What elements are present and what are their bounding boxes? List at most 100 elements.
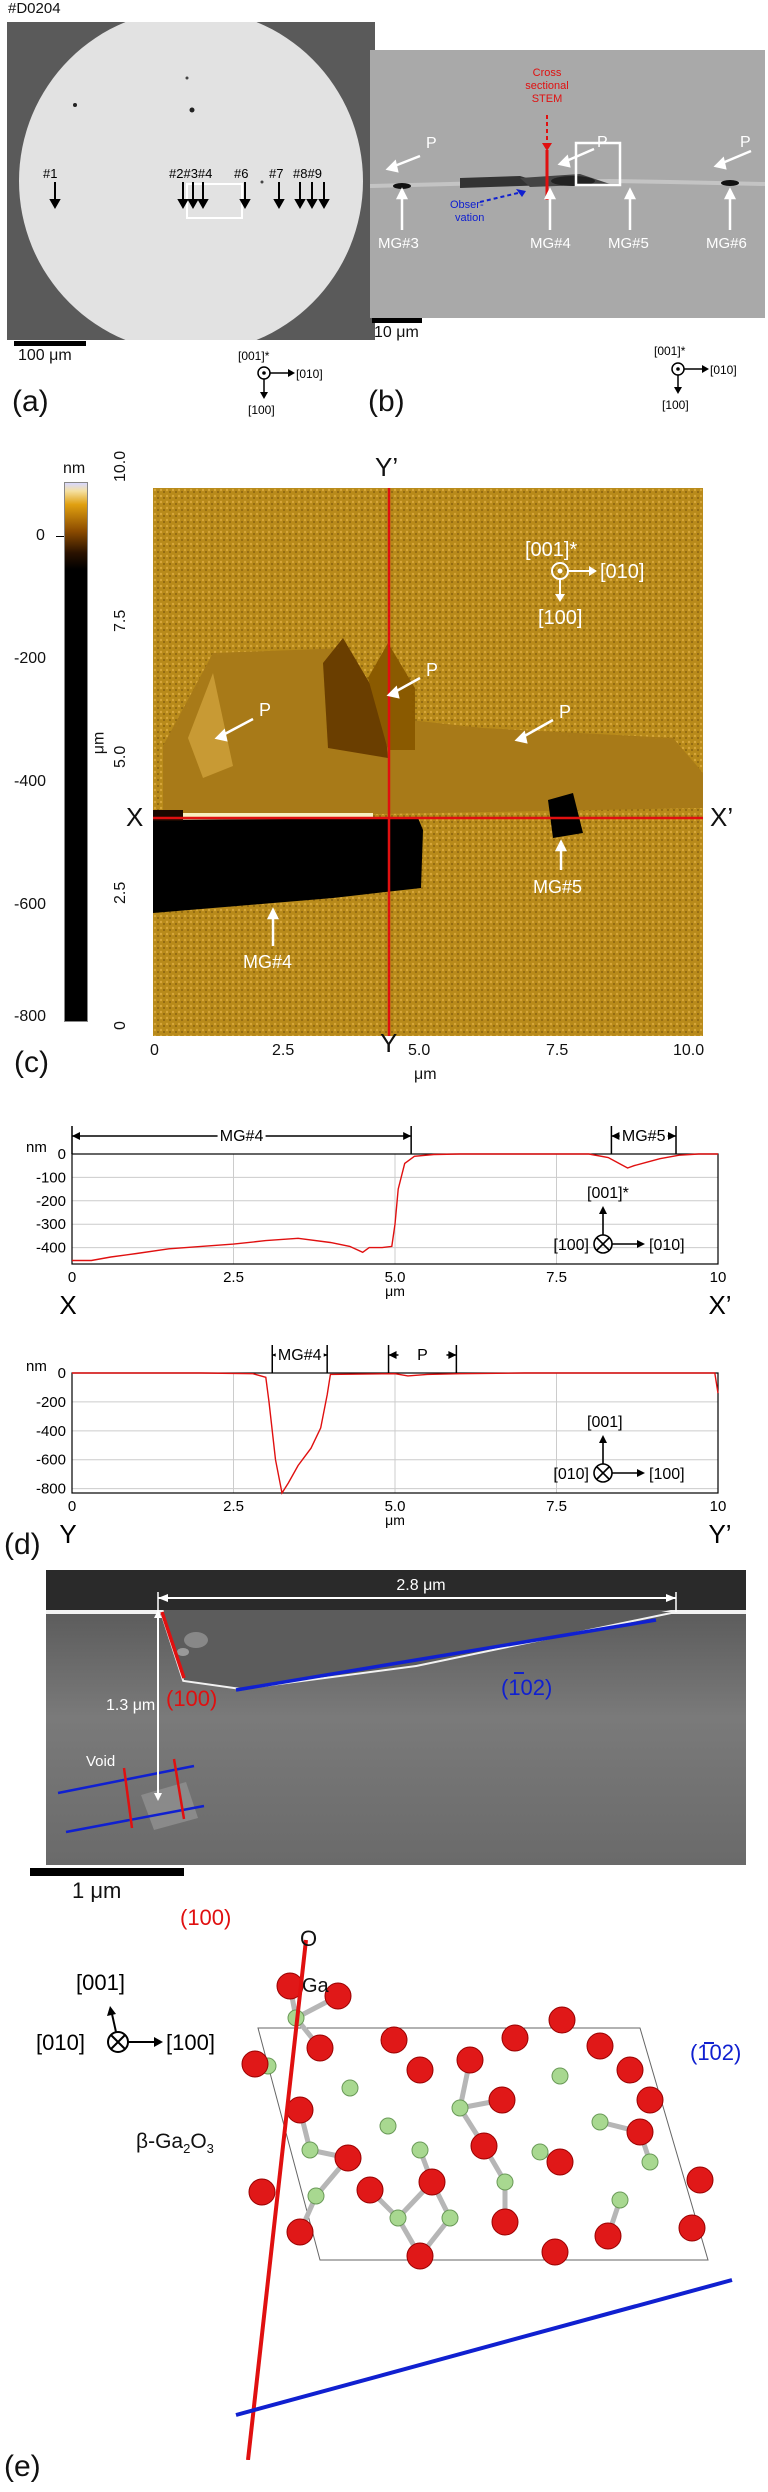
profile-chart-y: 0 2.5 5.0 7.5 10 0 -200 -400 -600 -800 nm μm Y Y’ MG#4…	[26, 1345, 732, 1549]
ga-atom	[496, 2173, 514, 2191]
label-p: P	[740, 134, 751, 151]
colorbar-tick-label: -600	[14, 896, 47, 913]
x-tick-label: 2.5	[223, 1498, 244, 1515]
sample-id: #D0204	[8, 0, 61, 17]
label-p: P	[426, 135, 437, 152]
panel-a: #D0204 #1 #2#3#4 #6 #7 #8#9 100 μm (a)	[0, 0, 380, 420]
depth-label: 1.3 μm	[106, 1697, 155, 1714]
colorbar-tick-label: -800	[14, 1008, 47, 1025]
o-atom	[418, 2168, 446, 2196]
o-atom	[286, 2218, 314, 2246]
panel-letter: (e)	[4, 2450, 41, 2483]
scale-bar-label: 100 μm	[18, 347, 72, 364]
y-tick: 0	[112, 1021, 129, 1030]
scale-bar-label: 10 μm	[374, 324, 419, 341]
o-atom	[501, 2024, 529, 2052]
annotation-label-bg	[217, 1126, 266, 1144]
y-tick: 7.5	[112, 609, 129, 632]
stem-label-1: Cross	[533, 67, 562, 79]
ga-atom	[307, 2187, 325, 2205]
defect-dot	[189, 107, 195, 113]
profile-chart-x: 0 2.5 5.0 7.5 10 0 -100 -200 -300 -400 nm μm X X’ MG#4…	[26, 1126, 732, 1320]
panel-c: nm 0 -200 -400 -600 -800 μm 10.0 7.5 5.0…	[0, 430, 768, 1090]
y-tick-label: -100	[36, 1169, 66, 1186]
ga-atom	[641, 2153, 659, 2171]
plane-100-label: (100)	[180, 1905, 232, 1930]
x-tick-label: 5.0	[385, 1269, 406, 1286]
x-axis-label: μm	[385, 1283, 405, 1299]
stem-image: 2.8 μm 1.3 μm (100) (102) Void	[46, 1570, 746, 1865]
o-atom	[324, 1982, 352, 2010]
o-atom	[456, 2046, 484, 2074]
o-atom	[470, 2132, 498, 2160]
axis-label-in: [010]	[553, 1466, 589, 1483]
stem-label-3: STEM	[532, 93, 563, 105]
y-tick: 5.0	[112, 745, 129, 768]
y-tick: 10.0	[112, 450, 129, 482]
o-atom	[626, 2118, 654, 2146]
o-atom	[406, 2242, 434, 2270]
x-tick: 7.5	[546, 1042, 569, 1059]
axis-label-in: [100]	[553, 1237, 589, 1254]
o-atom	[306, 2034, 334, 2062]
annotation-arrow	[668, 1132, 677, 1140]
label-p: P	[559, 702, 571, 722]
y-tick-label: -600	[36, 1452, 66, 1469]
panel-letter: (a)	[12, 385, 49, 418]
panel-b-image: Cross sectional STEM Obser- vation P P P…	[370, 50, 765, 318]
void-label: Void	[86, 1753, 115, 1770]
label-y-start: Y	[380, 1028, 398, 1058]
ga-atom	[441, 2209, 459, 2227]
profile-end-label: X’	[708, 1290, 731, 1320]
x-tick-label: 7.5	[546, 1498, 567, 1515]
svg-text:[100]: [100]	[662, 398, 689, 412]
svg-text:[001]*: [001]*	[654, 344, 686, 358]
plane-102-label: (102)	[501, 1675, 552, 1700]
o-atom	[488, 2086, 516, 2114]
marker-6: #6	[234, 166, 248, 181]
svg-text:[100]: [100]	[166, 2030, 215, 2055]
colorbar-tick-label: -200	[14, 650, 47, 667]
svg-text:[010]: [010]	[600, 561, 644, 583]
panel-a-image: #1 #2#3#4 #6 #7 #8#9	[7, 22, 375, 340]
x-tick-label: 2.5	[223, 1269, 244, 1286]
x-tick: 10.0	[673, 1042, 705, 1059]
ga-atom	[389, 2209, 407, 2227]
ga-atom	[451, 2099, 469, 2117]
ga-atom	[411, 2141, 429, 2159]
y-tick-label: -300	[36, 1216, 66, 1233]
o-atom	[356, 2176, 384, 2204]
y-tick-label: 0	[58, 1146, 66, 1163]
y-tick-label: -200	[36, 1193, 66, 1210]
axis-label-up: [001]*	[587, 1185, 629, 1202]
o-atom	[286, 2096, 314, 2124]
o-atom	[248, 2178, 276, 2206]
panel-e: 2.8 μm 1.3 μm (100) (102) Void 1 μm (100…	[0, 1570, 768, 2492]
label-mg6: MG#6	[706, 235, 747, 252]
ga-atom	[551, 2067, 569, 2085]
svg-text:[100]: [100]	[248, 403, 275, 417]
ga-atom	[341, 2079, 359, 2097]
ga-atom	[531, 2143, 549, 2161]
colorbar-tick-label: -400	[14, 773, 47, 790]
crystal-label: β-Ga2O3	[136, 2130, 214, 2157]
x-tick: 0	[150, 1042, 159, 1059]
label-p: P	[426, 660, 438, 680]
annotation-label-bg	[619, 1126, 668, 1144]
y-tick-label: -400	[36, 1240, 66, 1257]
y-tick-label: -200	[36, 1394, 66, 1411]
annotation-label: MG#4	[220, 1128, 264, 1145]
svg-text:[010]: [010]	[296, 367, 323, 381]
label-x-end: X’	[710, 802, 734, 832]
profile-start-label: Y	[59, 1519, 76, 1549]
o-atom	[686, 2166, 714, 2194]
label-p: P	[597, 134, 608, 151]
annotation-label: MG#5	[622, 1128, 666, 1145]
profile-line	[72, 1372, 719, 1495]
orientation-axes: [001]* [010] [100]	[654, 344, 737, 412]
x-tick: 2.5	[272, 1042, 295, 1059]
orientation-axes: [001]* [010] [100]	[238, 349, 323, 417]
axis-label-up: [001]	[587, 1414, 623, 1431]
y-tick-label: -400	[36, 1423, 66, 1440]
plane-102-label: (102)	[690, 2040, 742, 2065]
